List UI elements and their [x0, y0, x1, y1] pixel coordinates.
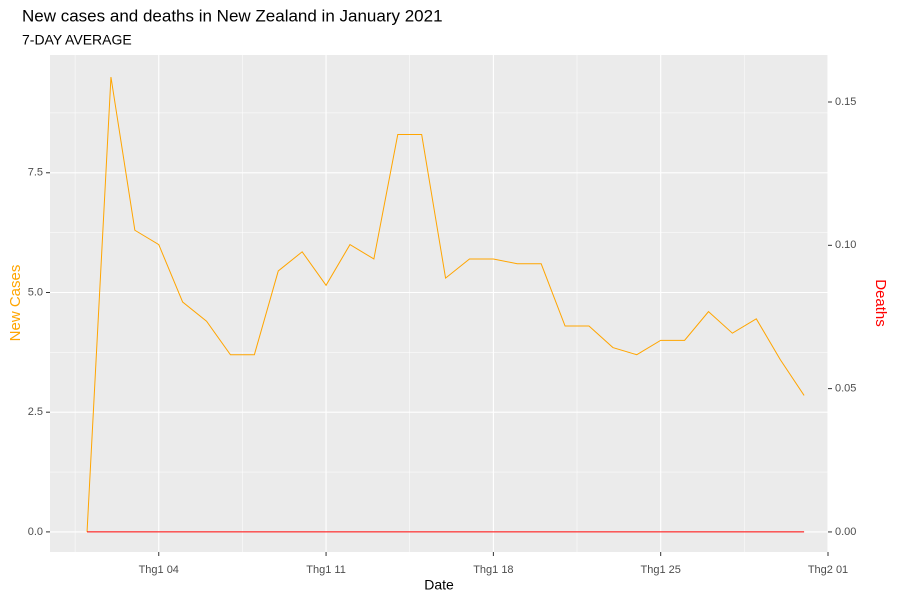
x-tick-label: Thg1 25: [641, 564, 681, 576]
y-tick-label: 5.0: [28, 286, 43, 298]
y2-tick-label: 0.00: [835, 526, 856, 538]
x-tick-label: Thg1 18: [473, 564, 513, 576]
y-tick-label: 2.5: [28, 406, 43, 418]
x-tick-label: Thg2 01: [808, 564, 848, 576]
series-line: [86, 76, 805, 532]
y2-tick-label: 0.10: [835, 239, 856, 251]
y2-axis-title: Deaths: [872, 279, 889, 327]
y-axis-title: New Cases: [7, 265, 24, 342]
x-axis-title: Date: [424, 577, 454, 593]
chart-subtitle: 7-DAY AVERAGE: [22, 32, 132, 48]
y2-tick-label: 0.05: [835, 383, 856, 395]
panel: [50, 55, 828, 552]
y-tick-label: 7.5: [28, 167, 43, 179]
chart-title: New cases and deaths in New Zealand in J…: [22, 6, 443, 25]
x-tick-label: Thg1 11: [306, 564, 346, 576]
x-tick-label: Thg1 04: [139, 564, 179, 576]
y2-tick-label: 0.15: [835, 96, 856, 108]
y-tick-label: 0.0: [28, 526, 43, 538]
